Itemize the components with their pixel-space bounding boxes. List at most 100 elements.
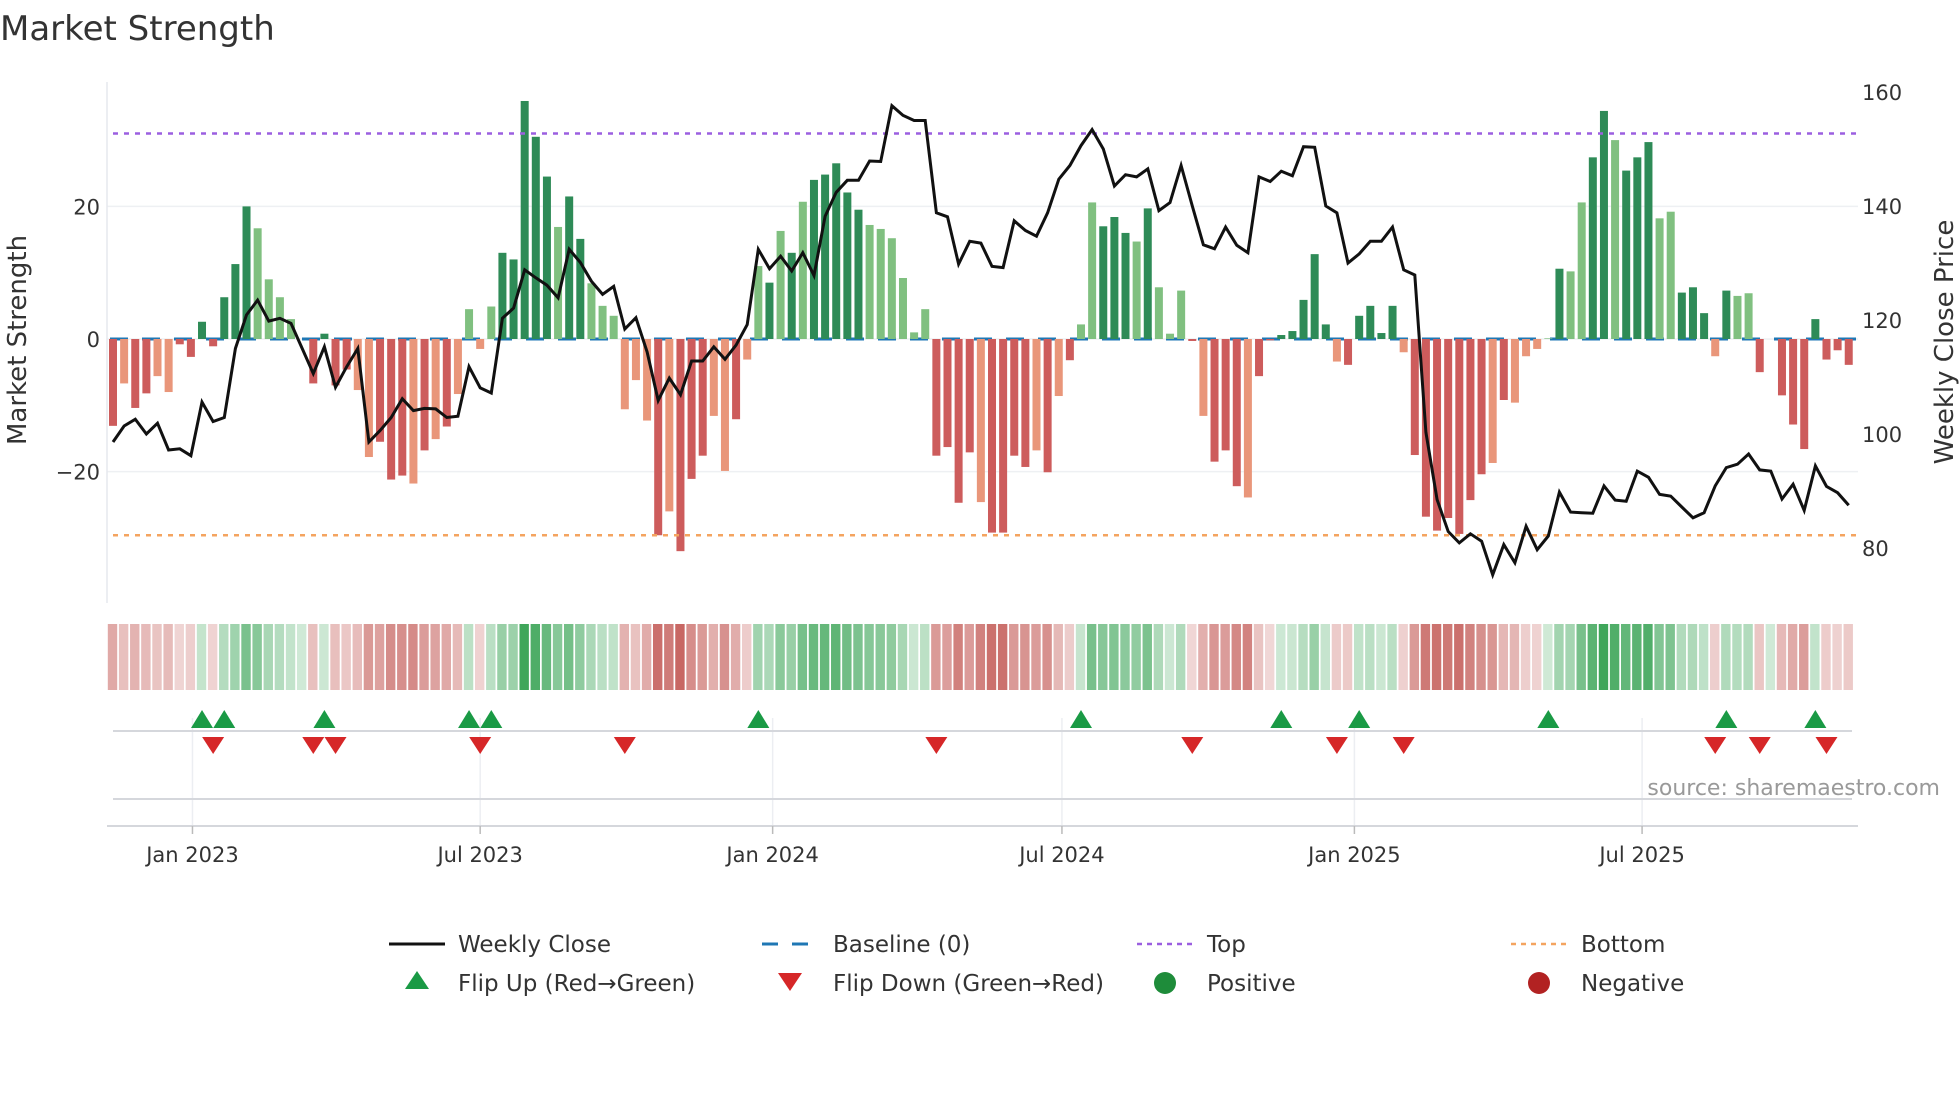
strength-cell (474, 624, 485, 690)
strength-cell (1687, 624, 1698, 690)
strength-bar-positive (587, 283, 596, 339)
strength-bar-positive (253, 228, 262, 339)
circle-icon (1154, 972, 1176, 994)
strength-cell (1732, 624, 1742, 690)
strength-cell (1075, 624, 1086, 690)
strength-cell (241, 624, 251, 690)
legend-label: Positive (1207, 971, 1296, 997)
strength-cell (1331, 624, 1342, 690)
strength-bar-positive (554, 226, 563, 339)
strength-bar-positive (1666, 211, 1675, 339)
strength-bar-positive (509, 259, 518, 339)
strength-bar-positive (531, 136, 540, 339)
strength-cell (1276, 624, 1286, 690)
strength-bar-positive (465, 309, 474, 339)
strength-cell (1409, 624, 1420, 690)
strength-cell (1643, 624, 1653, 690)
strength-bar-negative (1444, 339, 1453, 519)
strength-cell (819, 624, 830, 690)
strength-cell (1843, 624, 1853, 690)
strength-cell (1387, 624, 1397, 690)
strength-cell (330, 624, 340, 690)
strength-cell (196, 624, 207, 690)
strength-cell (363, 624, 374, 690)
legend-item: Top (1137, 932, 1246, 958)
strength-cell (1543, 624, 1553, 690)
strength-cell (419, 624, 429, 690)
strength-bar-negative (1232, 339, 1241, 487)
strength-cell (1776, 624, 1787, 690)
strength-cell (575, 624, 585, 690)
y2-tick-label: 100 (1862, 423, 1902, 447)
strength-bar-negative (364, 339, 373, 458)
strength-cell (742, 624, 752, 690)
flip-down-marker (1325, 737, 1348, 754)
strength-bar-negative (1510, 339, 1519, 403)
strength-bar-positive (1110, 217, 1119, 339)
flip-up-marker (1804, 710, 1827, 728)
strength-cell (719, 624, 730, 690)
strength-cell (1098, 624, 1108, 690)
strength-cell (1476, 624, 1486, 690)
strength-bar-negative (309, 339, 318, 384)
legend-label: Top (1206, 932, 1246, 958)
strength-bar-negative (1455, 339, 1464, 534)
strength-bar-negative (376, 339, 385, 442)
strength-bar-negative (431, 339, 440, 440)
flip-up-marker (1348, 710, 1371, 728)
strength-cell (452, 624, 463, 690)
strength-bar-positive (1644, 142, 1653, 339)
level-lines (113, 132, 1858, 537)
source-label: source: sharemaestro.com (1647, 776, 1940, 801)
strength-bar-positive (576, 238, 585, 339)
flip-down-marker (1815, 737, 1838, 754)
strength-bar-positive (1088, 202, 1097, 339)
legend: Weekly Close Baseline (0) Top Bottom Flip Up… (389, 932, 1684, 997)
x-tick-label: Jul 2023 (435, 843, 522, 867)
strength-cell (1064, 624, 1075, 690)
strength-bar-positive (609, 315, 618, 339)
strength-bar-positive (1388, 305, 1397, 339)
strength-cell (1342, 624, 1353, 690)
strength-bar-negative (1466, 339, 1475, 501)
strength-bar-negative (1789, 339, 1798, 425)
strength-cell (1242, 624, 1253, 690)
strength-bar-positive (798, 201, 807, 339)
strength-bar-negative (720, 339, 729, 471)
strength-bar-negative (1199, 339, 1208, 416)
strength-bar-negative (1021, 339, 1030, 467)
strength-bar-negative (1188, 339, 1197, 341)
strength-bar-negative (209, 339, 218, 347)
strength-cell (1799, 624, 1809, 690)
legend-label: Bottom (1581, 932, 1665, 958)
strength-cell (1120, 624, 1130, 690)
strength-cell (252, 624, 262, 690)
triangle-down-icon (778, 973, 802, 991)
strength-cell (975, 624, 986, 690)
strength-bar-positive (1310, 254, 1319, 339)
strength-cell (1231, 624, 1241, 690)
strength-cell (1721, 624, 1731, 690)
strength-cell (1053, 624, 1063, 690)
strength-cell (1531, 624, 1542, 690)
strength-bar-negative (1344, 339, 1353, 365)
circle-icon (1528, 972, 1550, 994)
strength-cell (1465, 624, 1475, 690)
strength-bar-positive (231, 264, 240, 339)
flip-up-marker (1070, 710, 1093, 728)
strength-bar-positive (1277, 335, 1286, 339)
strength-bar-negative (342, 339, 351, 370)
strength-cell (1498, 624, 1509, 690)
strength-bar-negative (1477, 339, 1486, 475)
strength-cell (397, 624, 407, 690)
strength-bar-positive (876, 228, 885, 339)
strength-bar-positive (1154, 287, 1163, 339)
strength-bar-positive (821, 174, 830, 339)
y2-tick-label: 120 (1862, 309, 1902, 333)
strength-bar-positive (565, 196, 574, 339)
strength-bar-negative (353, 339, 362, 391)
strength-cell (1309, 624, 1319, 690)
legend-label: Baseline (0) (833, 932, 970, 958)
strength-cell (352, 624, 362, 690)
